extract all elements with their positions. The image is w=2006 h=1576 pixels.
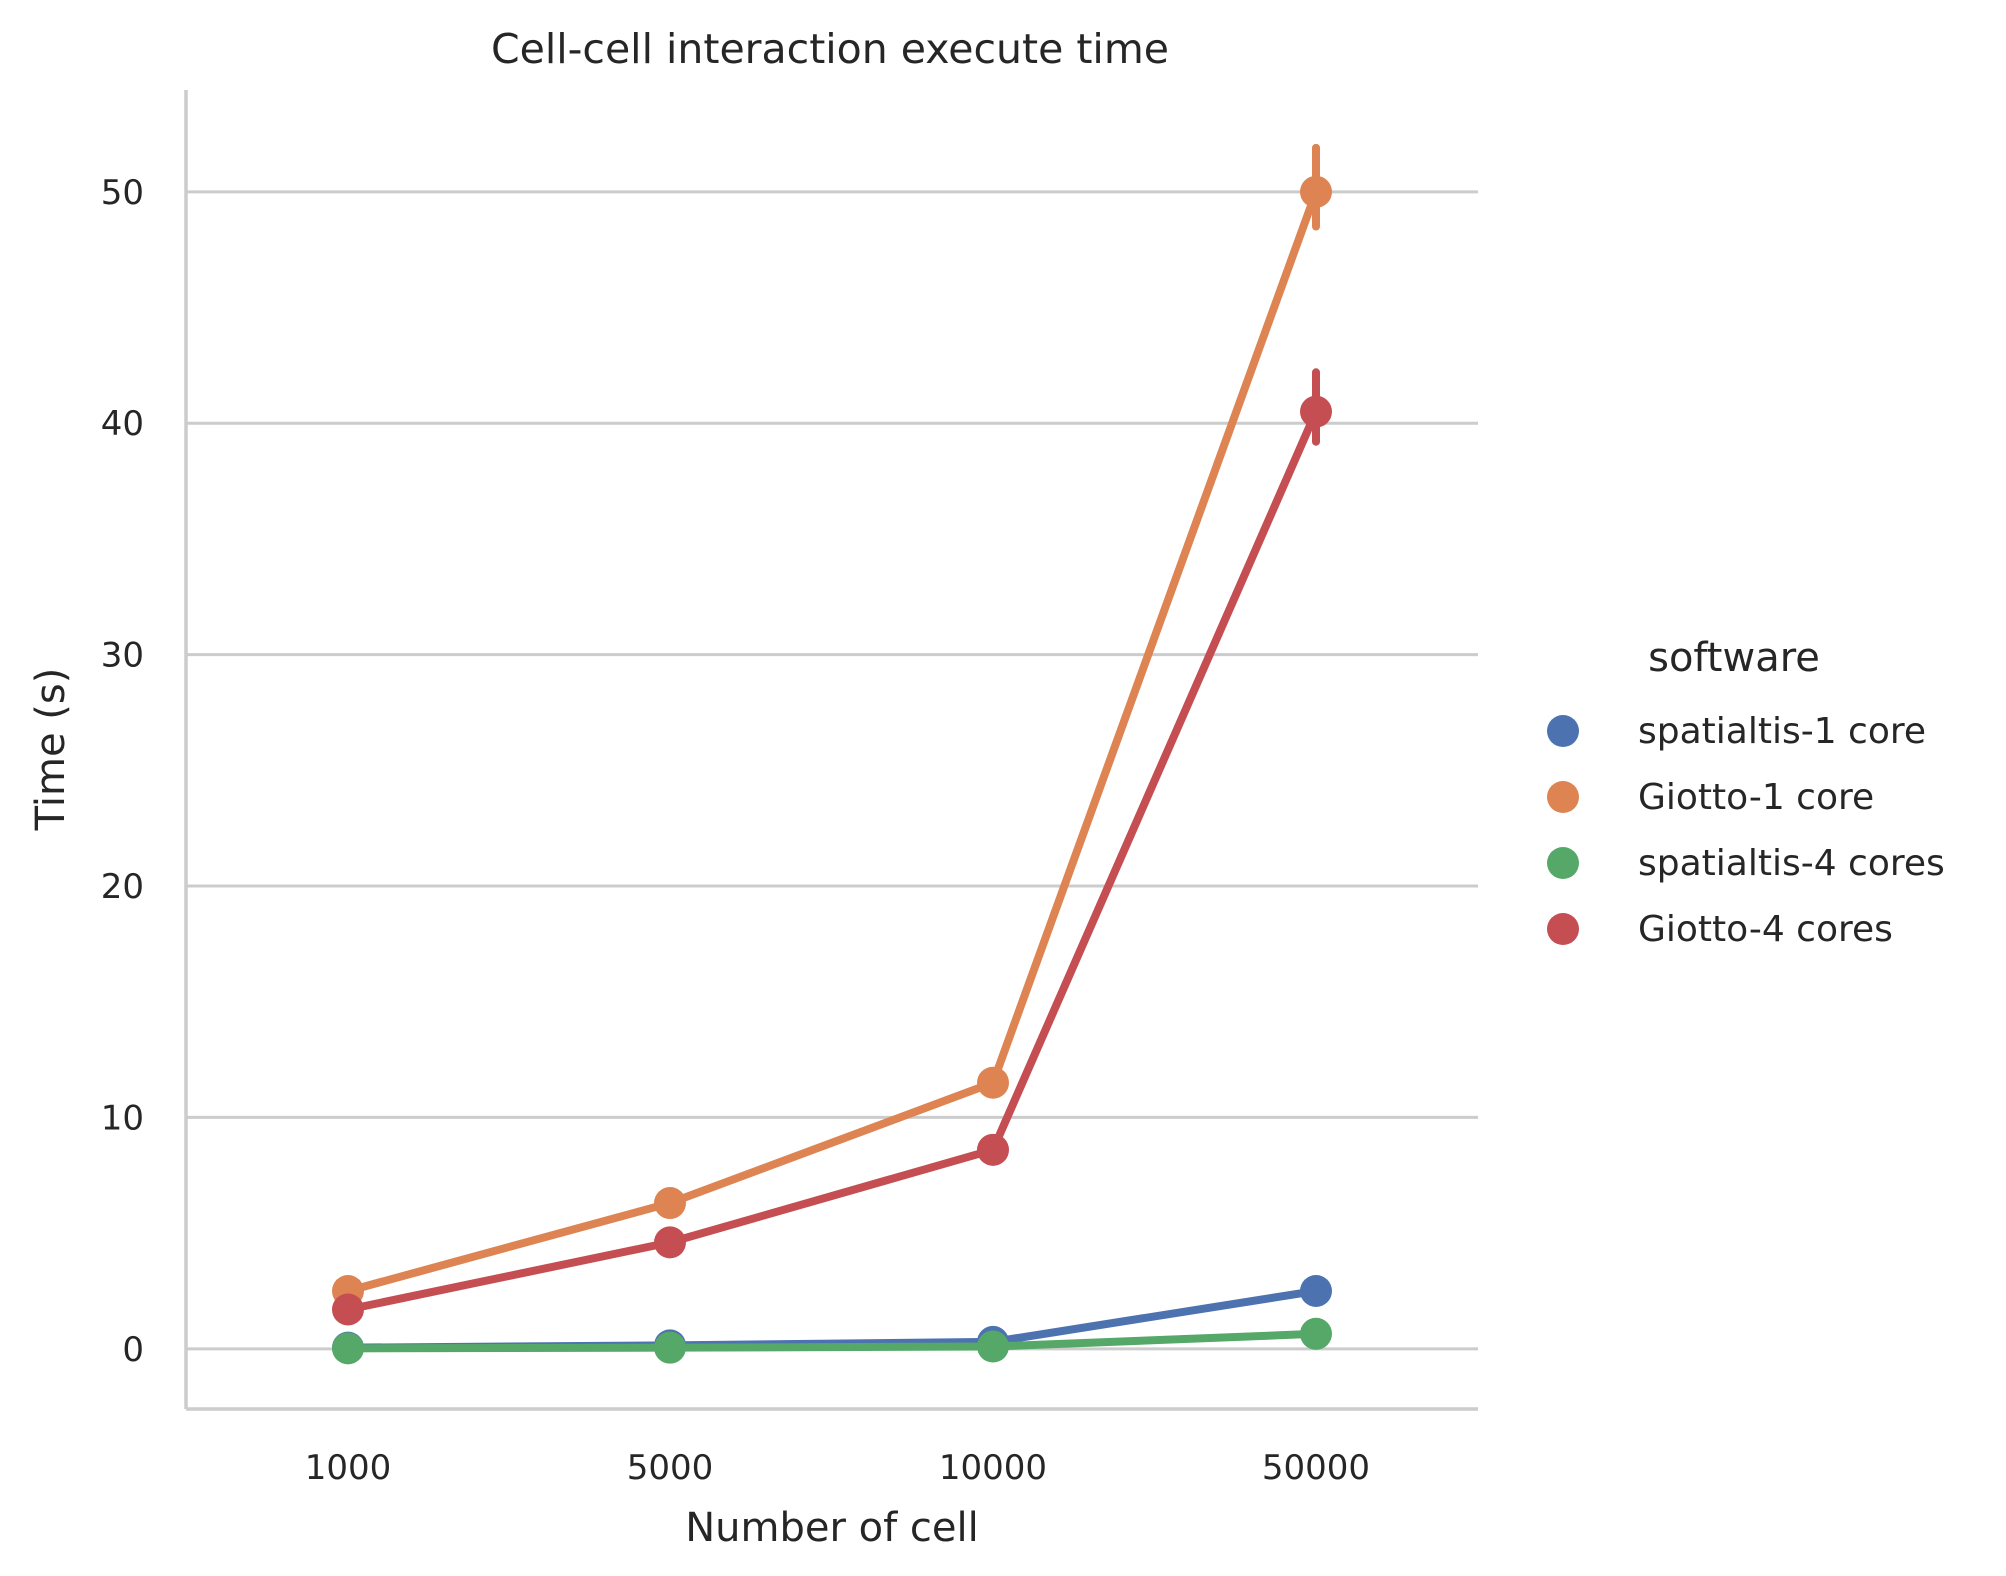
data-point <box>1300 395 1332 428</box>
y-tick-label: 50 <box>101 173 144 213</box>
y-tick-labels: 0 10 20 30 40 50 <box>101 173 144 1370</box>
data-point <box>654 1331 686 1364</box>
legend-marker <box>1547 781 1579 813</box>
gridlines <box>186 190 1478 1351</box>
series-giotto-1-core <box>332 143 1332 1307</box>
data-point <box>977 1133 1009 1166</box>
legend-marker <box>1547 847 1579 879</box>
legend-label: spatialtis-4 cores <box>1638 843 1945 884</box>
data-point <box>1300 175 1332 208</box>
data-point <box>977 1330 1009 1363</box>
series-giotto-4-cores <box>332 368 1332 1326</box>
x-tick-labels: 1000 5000 10000 50000 <box>305 1448 1370 1488</box>
data-point <box>654 1226 686 1259</box>
legend-marker <box>1547 715 1579 747</box>
chart-title: Cell-cell interaction execute time <box>491 25 1169 73</box>
data-point <box>332 1332 364 1365</box>
y-tick-label: 20 <box>101 867 144 907</box>
legend-item: spatialtis-1 core <box>1547 711 1926 752</box>
y-tick-label: 40 <box>101 404 144 444</box>
legend-title: software <box>1648 635 1820 681</box>
y-axis-title: Time (s) <box>28 668 74 832</box>
legend-label: spatialtis-1 core <box>1638 711 1926 752</box>
legend-label: Giotto-4 cores <box>1638 909 1893 950</box>
data-point <box>654 1187 686 1220</box>
legend-items: spatialtis-1 core Giotto-1 core spatialtis… <box>1547 711 1945 950</box>
data-point <box>977 1066 1009 1099</box>
legend-item: Giotto-1 core <box>1547 777 1874 818</box>
legend-item: spatialtis-4 cores <box>1547 843 1945 884</box>
x-tick-label: 50000 <box>1262 1448 1370 1488</box>
series-layer <box>332 143 1332 1365</box>
series-line <box>344 407 1320 1314</box>
x-tick-label: 1000 <box>305 1448 392 1488</box>
legend-item: Giotto-4 cores <box>1547 909 1893 950</box>
x-tick-label: 5000 <box>627 1448 714 1488</box>
y-tick-label: 30 <box>101 636 144 676</box>
x-axis-title: Number of cell <box>685 1505 979 1551</box>
legend-marker <box>1547 913 1579 945</box>
axes <box>184 90 1478 1411</box>
data-point <box>332 1293 364 1326</box>
data-point <box>1300 1317 1332 1350</box>
legend-label: Giotto-1 core <box>1638 777 1874 818</box>
series-spatialtis-4-cores <box>332 1317 1332 1365</box>
series-line <box>344 187 1320 1295</box>
series-line <box>344 1329 1320 1353</box>
y-tick-label: 10 <box>101 1098 144 1138</box>
x-tick-label: 10000 <box>939 1448 1047 1488</box>
data-point <box>1300 1274 1332 1307</box>
y-tick-label: 0 <box>122 1330 144 1370</box>
